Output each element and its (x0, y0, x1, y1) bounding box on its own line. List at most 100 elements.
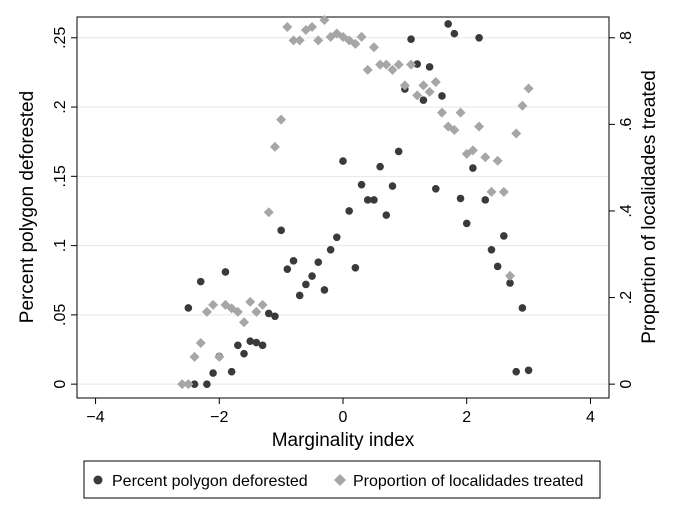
series-proportion-localidades-treated (177, 15, 534, 390)
left-y-axis-title: Percent polygon deforested (17, 91, 38, 323)
deforested-point-55 (524, 366, 533, 375)
deforested-point-26 (345, 207, 353, 215)
right-y-axis: 0 .2 .4 .6 .8 (609, 31, 635, 389)
plot-area (76, 16, 610, 399)
legend: Percent polygon deforested Proportion of… (83, 460, 601, 499)
deforested-point-38 (419, 96, 428, 104)
treated-point-43 (443, 121, 454, 132)
treated-point-33 (381, 59, 392, 70)
treated-point-52 (498, 186, 509, 197)
deforested-point-3 (203, 380, 211, 388)
series-percent-polygon-deforested (184, 20, 533, 388)
treated-point-32 (375, 59, 386, 70)
deforested-point-7 (227, 367, 236, 376)
deforested-point-36 (407, 35, 415, 43)
left-y-tick-label-4: .2 (52, 100, 69, 113)
x-tick-label-2: 0 (339, 409, 348, 426)
deforested-point-33 (388, 182, 397, 190)
deforested-point-45 (462, 219, 471, 228)
deforested-point-1 (190, 380, 199, 388)
treated-point-54 (511, 128, 522, 139)
deforested-point-40 (431, 184, 440, 193)
deforested-point-52 (506, 279, 514, 287)
deforested-point-12 (258, 341, 267, 350)
deforested-point-42 (444, 20, 452, 28)
deforested-point-47 (475, 33, 483, 42)
left-y-tick-label-5: .25 (52, 27, 69, 49)
deforested-point-14 (271, 312, 279, 321)
treated-point-48 (474, 121, 485, 132)
left-y-tick-label-0: 0 (52, 380, 69, 389)
treated-point-38 (412, 90, 423, 101)
treated-point-41 (430, 76, 441, 87)
deforested-point-18 (295, 291, 304, 300)
treated-point-45 (455, 107, 466, 118)
treated-point-50 (486, 186, 497, 197)
deforested-point-4 (209, 369, 217, 377)
treated-point-17 (282, 21, 293, 32)
x-tick-label-0: −4 (86, 409, 104, 426)
legend-marker-deforested (93, 475, 103, 485)
treated-point-28 (350, 38, 361, 49)
treated-point-10 (239, 317, 250, 328)
treated-point-37 (406, 59, 417, 70)
deforested-point-31 (376, 162, 384, 171)
deforested-point-43 (450, 29, 459, 38)
treated-point-29 (356, 31, 367, 42)
treated-point-1 (183, 379, 194, 390)
legend-label-treated: Proportion of localidades treated (353, 473, 583, 490)
right-y-axis-title: Proportion of localidades treated (639, 70, 660, 344)
right-y-tick-label-3: .6 (618, 118, 635, 131)
left-y-tick-label-2: .1 (52, 239, 69, 252)
deforested-point-24 (333, 233, 341, 242)
deforested-point-53 (512, 367, 521, 376)
treated-point-51 (492, 155, 503, 166)
treated-point-42 (436, 107, 447, 118)
deforested-point-49 (487, 245, 496, 254)
treated-point-23 (319, 15, 330, 26)
treated-point-18 (288, 35, 299, 46)
deforested-point-50 (493, 262, 502, 271)
right-y-tick-label-4: .8 (618, 31, 635, 44)
deforested-point-39 (425, 63, 434, 71)
treated-point-31 (368, 42, 379, 53)
deforested-point-2 (196, 277, 205, 286)
treated-point-5 (208, 299, 219, 310)
treated-point-2 (189, 351, 200, 362)
deforested-point-15 (277, 226, 285, 235)
right-y-tick-label-0: 0 (618, 380, 635, 389)
right-y-tick-label-1: .2 (618, 291, 635, 304)
treated-point-14 (263, 207, 274, 218)
deforested-point-9 (240, 349, 248, 358)
x-axis: −4 −2 0 2 4 (86, 398, 595, 426)
treated-point-36 (399, 80, 410, 91)
treated-point-30 (362, 64, 373, 75)
deforested-point-46 (469, 164, 477, 172)
right-y-tick-label-2: .4 (618, 204, 635, 217)
treated-point-6 (214, 351, 225, 362)
x-axis-title: Marginality index (272, 430, 415, 451)
treated-point-0 (177, 379, 188, 390)
deforested-point-20 (308, 272, 316, 280)
deforested-point-51 (500, 232, 508, 240)
treated-point-13 (257, 299, 268, 310)
treated-point-47 (467, 145, 478, 156)
treated-point-53 (505, 270, 516, 281)
deforested-point-30 (370, 196, 378, 204)
deforested-point-32 (382, 211, 391, 219)
treated-point-4 (201, 306, 212, 317)
deforested-point-34 (394, 147, 403, 156)
deforested-point-41 (438, 92, 446, 100)
treated-point-35 (393, 59, 404, 70)
deforested-point-29 (363, 196, 372, 204)
treated-point-21 (307, 21, 318, 32)
treated-point-12 (251, 306, 262, 317)
legend-label-deforested: Percent polygon deforested (112, 473, 308, 490)
deforested-point-22 (320, 286, 329, 294)
x-tick-label-4: 4 (586, 409, 595, 426)
left-y-tick-label-3: .15 (52, 165, 69, 187)
deforested-point-19 (302, 280, 310, 289)
x-tick-label-3: 2 (462, 409, 471, 426)
deforested-point-28 (357, 180, 366, 189)
